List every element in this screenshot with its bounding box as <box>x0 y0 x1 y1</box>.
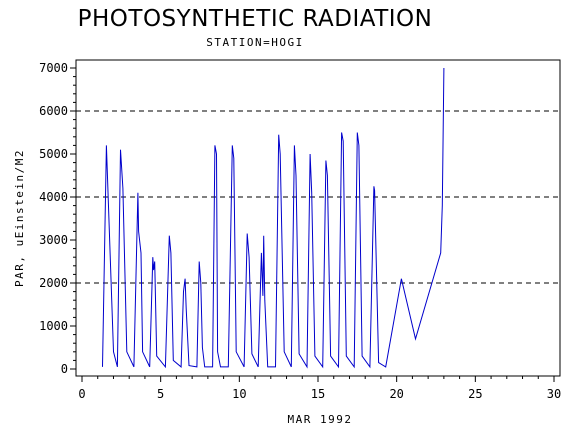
x-axis-label: MAR 1992 <box>288 413 353 426</box>
x-tick-label: 30 <box>547 387 561 401</box>
x-tick-label: 10 <box>232 387 246 401</box>
x-tick-label: 0 <box>78 387 85 401</box>
y-tick-label: 1000 <box>39 319 68 333</box>
series-line-0 <box>102 67 445 369</box>
y-axis: 0 1000 2000 3000 4000 5000 6000 7000 <box>39 61 76 376</box>
x-tick-label: 20 <box>389 387 403 401</box>
plot-frame <box>75 59 561 377</box>
x-axis: 0 5 10 15 20 25 30 <box>78 376 561 401</box>
x-tick-label: 5 <box>157 387 164 401</box>
y-tick-label: 0 <box>61 362 68 376</box>
x-tick-label: 25 <box>468 387 482 401</box>
y-tick-label: 7000 <box>39 61 68 75</box>
y-tick-label: 5000 <box>39 147 68 161</box>
y-axis-label: PAR, uEinstein/M2 <box>13 149 26 287</box>
chart-subtitle: STATION=HOGI <box>206 36 304 49</box>
y-tick-label: 3000 <box>39 233 68 247</box>
y-tick-label: 6000 <box>39 104 68 118</box>
y-tick-label: 4000 <box>39 190 68 204</box>
series-layer <box>102 67 445 369</box>
chart-title: PHOTOSYNTHETIC RADIATION <box>77 6 433 32</box>
x-tick-label: 15 <box>311 387 325 401</box>
reference-lines <box>76 110 560 284</box>
y-tick-label: 2000 <box>39 276 68 290</box>
